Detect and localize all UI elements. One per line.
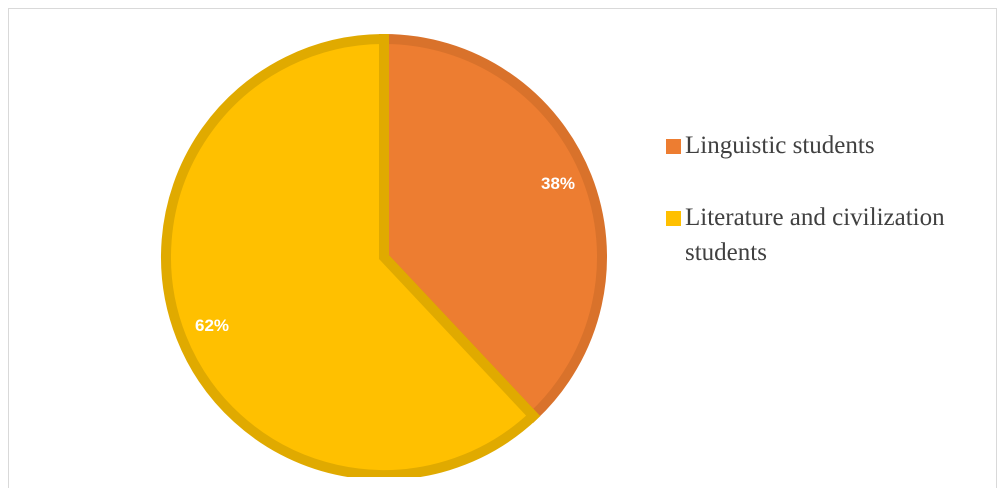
legend-item-literature: Literature and civilization students	[666, 200, 996, 270]
pie-slice-literature	[161, 33, 541, 477]
pie-slices	[161, 33, 607, 477]
data-label-linguistic: 38%	[541, 174, 575, 193]
legend-swatch-literature	[666, 211, 681, 226]
chart-frame	[8, 8, 997, 488]
pie-slice-linguistic	[379, 33, 607, 423]
legend-swatch-linguistic	[666, 139, 681, 154]
pie-chart: 38% 62%	[161, 33, 607, 477]
data-label-literature: 62%	[195, 316, 229, 335]
legend-item-linguistic: Linguistic students	[666, 128, 996, 163]
legend-label-literature: Literature and civilization students	[685, 204, 945, 266]
legend: Linguistic students Literature and civil…	[666, 128, 996, 270]
legend-label-linguistic: Linguistic students	[685, 132, 875, 159]
pie-data-labels: 38% 62%	[195, 174, 575, 335]
